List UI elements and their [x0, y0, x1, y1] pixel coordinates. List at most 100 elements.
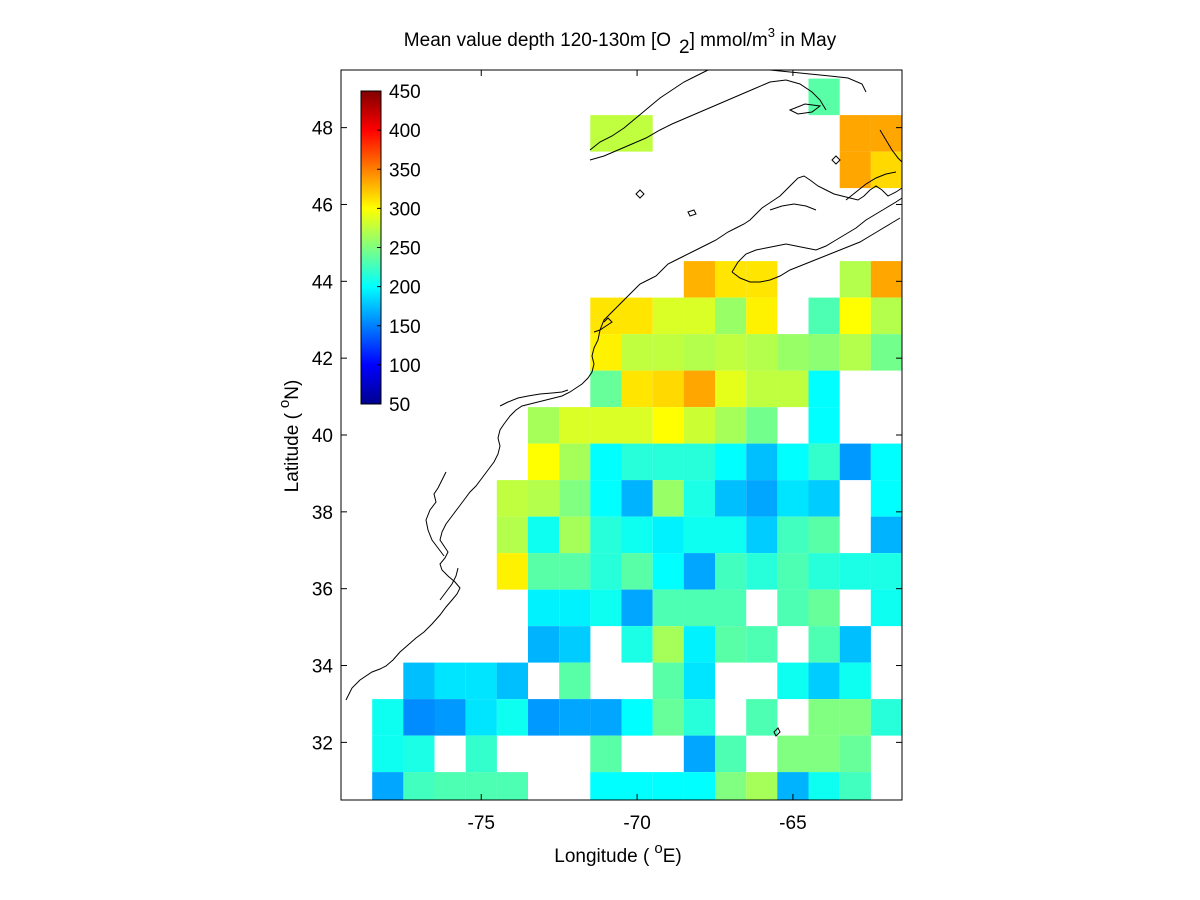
heatmap-cell: [777, 662, 809, 700]
colorbar-tick-label: 150: [389, 317, 421, 338]
coastline-gaspe: [589, 79, 827, 161]
island-anticosti: [788, 103, 822, 115]
heatmap-cell: [496, 480, 528, 517]
heatmap-cell: [372, 772, 404, 800]
heatmap-cell: [528, 516, 560, 554]
heatmap-cell: [683, 626, 715, 663]
heatmap-cell: [683, 334, 715, 371]
colorbar-tick-label: 450: [389, 82, 421, 103]
heatmap-cell: [496, 553, 528, 590]
heatmap-cell: [839, 553, 871, 590]
coastline-nova-scotia: [731, 197, 903, 273]
heatmap-cell: [777, 334, 809, 371]
heatmap-cell: [808, 407, 840, 444]
x-axis-ticks: -75 -70 -65: [468, 70, 807, 834]
heatmap-cell: [621, 589, 653, 627]
heatmap-cell: [590, 553, 622, 590]
heatmap-cell: [808, 443, 840, 481]
island-small-1: [687, 209, 697, 217]
heatmap-cell: [808, 78, 840, 116]
heatmap-cell: [559, 516, 591, 554]
heatmap-cell: [683, 772, 715, 800]
heatmap-cell: [746, 443, 778, 481]
coastline-outer-banks: [439, 567, 459, 601]
heatmap-cell: [839, 735, 871, 773]
heatmap-cell: [621, 699, 653, 736]
coastline-pei: [769, 203, 817, 211]
y-axis-label: Latitude (oN): [276, 380, 303, 493]
heatmap-cell: [870, 516, 902, 554]
colorbar-tick-label: 100: [389, 356, 421, 377]
heatmap-cell: [559, 553, 591, 590]
x-tick-label: -70: [623, 813, 650, 834]
heatmap-cell: [870, 480, 902, 517]
island-small-2: [635, 189, 645, 199]
heatmap-cell: [839, 334, 871, 371]
heatmap-cell: [870, 261, 902, 298]
colorbar-tick-label: 400: [389, 121, 421, 142]
heatmap-cell: [465, 699, 497, 736]
heatmap-cell: [870, 589, 902, 627]
heatmap-cell: [715, 626, 747, 663]
coastline: [345, 69, 903, 737]
y-tick-label: 34: [312, 657, 334, 678]
colorbar-tick-label: 300: [389, 199, 421, 220]
y-tick-label: 46: [312, 195, 333, 216]
heatmap-cell: [683, 735, 715, 773]
chart-title: Mean value depth 120-130m [O 2] mmol/m3 i…: [404, 25, 837, 58]
heatmap-cell: [652, 699, 684, 736]
heatmap-cell: [652, 443, 684, 481]
heatmap-cell: [715, 407, 747, 444]
heatmap-cell: [652, 772, 684, 800]
coastline-long-island: [499, 389, 569, 407]
heatmap-cell: [403, 772, 435, 800]
heatmap-cell: [621, 553, 653, 590]
heatmap-cells: [372, 78, 902, 800]
heatmap-cell: [839, 261, 871, 298]
heatmap-cell: [652, 626, 684, 663]
heatmap-cell: [372, 699, 404, 736]
heatmap-cell: [715, 370, 747, 408]
colorbar-tick-label: 350: [389, 160, 421, 181]
heatmap-cell: [746, 516, 778, 554]
coastline-gulf-st-lawrence-north: [589, 69, 709, 151]
heatmap-cell: [683, 443, 715, 481]
heatmap-cell: [683, 516, 715, 554]
heatmap-cell: [496, 516, 528, 554]
heatmap-cell: [777, 443, 809, 481]
heatmap-cell: [683, 370, 715, 408]
heatmap-cell: [715, 334, 747, 371]
heatmap-cell: [683, 480, 715, 517]
heatmap-cell: [434, 772, 466, 800]
heatmap-cell: [403, 662, 435, 700]
heatmap-cell: [590, 334, 622, 371]
y-tick-label: 32: [312, 733, 333, 754]
heatmap-cell: [621, 370, 653, 408]
heatmap-cell: [465, 735, 497, 773]
heatmap-cell: [870, 443, 902, 481]
heatmap-cell: [870, 334, 902, 371]
heatmap-cell: [590, 516, 622, 554]
heatmap-cell: [777, 480, 809, 517]
heatmap-cell: [528, 589, 560, 627]
heatmap-cell: [683, 553, 715, 590]
heatmap-cell: [621, 626, 653, 663]
heatmap-cell: [870, 297, 902, 335]
coastline-newfoundland: [879, 129, 903, 163]
heatmap-cell: [839, 626, 871, 663]
heatmap-cell: [839, 115, 871, 152]
heatmap-cell: [652, 334, 684, 371]
x-tick-label: -65: [779, 813, 806, 834]
heatmap-cell: [808, 699, 840, 736]
island-bermuda: [773, 727, 781, 737]
heatmap-cell: [590, 699, 622, 736]
heatmap-cell: [559, 699, 591, 736]
heatmap-cell: [808, 480, 840, 517]
heatmap-cell: [746, 370, 778, 408]
heatmap-cell: [559, 662, 591, 700]
heatmap-cell: [621, 334, 653, 371]
heatmap-cell: [839, 443, 871, 481]
colorbar-ticks: 450 400 350 300 250 200 150 100 50: [377, 82, 421, 416]
heatmap-cell: [590, 370, 622, 408]
